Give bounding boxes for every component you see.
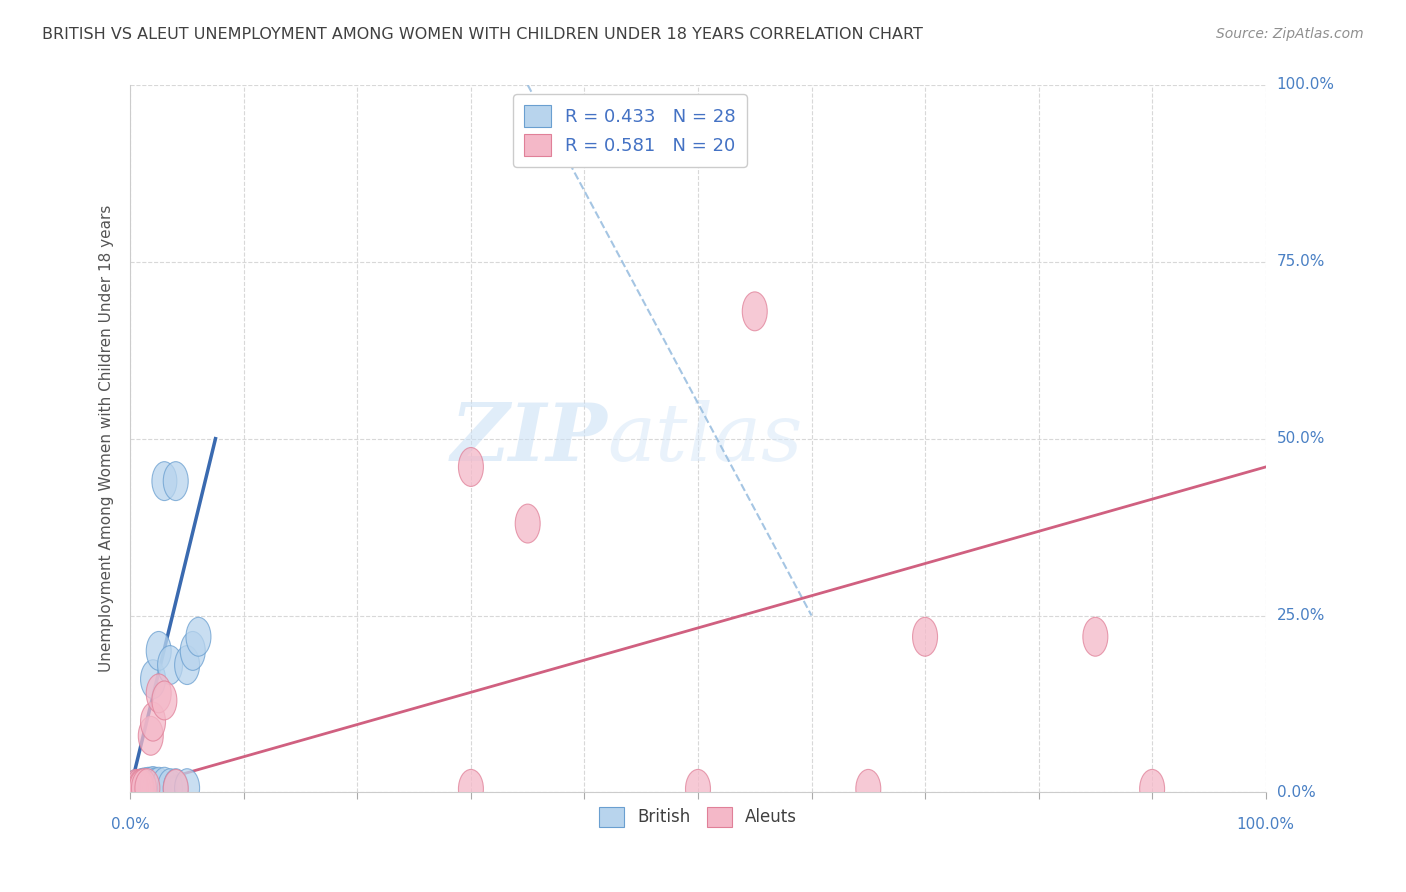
Ellipse shape xyxy=(742,292,768,331)
Ellipse shape xyxy=(146,673,172,713)
Text: 100.0%: 100.0% xyxy=(1237,817,1295,832)
Ellipse shape xyxy=(128,770,153,808)
Ellipse shape xyxy=(135,769,160,807)
Ellipse shape xyxy=(146,767,172,806)
Ellipse shape xyxy=(131,770,155,808)
Ellipse shape xyxy=(686,770,710,808)
Ellipse shape xyxy=(458,770,484,808)
Text: 0.0%: 0.0% xyxy=(1277,785,1316,800)
Ellipse shape xyxy=(138,768,163,807)
Ellipse shape xyxy=(124,770,149,808)
Ellipse shape xyxy=(141,702,166,741)
Ellipse shape xyxy=(146,632,172,671)
Text: 75.0%: 75.0% xyxy=(1277,254,1324,269)
Ellipse shape xyxy=(132,769,156,807)
Ellipse shape xyxy=(141,766,166,805)
Ellipse shape xyxy=(129,769,155,807)
Ellipse shape xyxy=(124,770,149,808)
Ellipse shape xyxy=(139,767,165,806)
Ellipse shape xyxy=(141,660,166,698)
Ellipse shape xyxy=(132,768,156,807)
Ellipse shape xyxy=(515,504,540,543)
Text: atlas: atlas xyxy=(607,400,803,477)
Ellipse shape xyxy=(152,767,177,806)
Ellipse shape xyxy=(163,462,188,500)
Ellipse shape xyxy=(132,769,157,807)
Ellipse shape xyxy=(134,768,159,807)
Text: Source: ZipAtlas.com: Source: ZipAtlas.com xyxy=(1216,27,1364,41)
Ellipse shape xyxy=(180,632,205,671)
Ellipse shape xyxy=(125,770,150,808)
Ellipse shape xyxy=(127,770,152,809)
Legend: British, Aleuts: British, Aleuts xyxy=(592,800,804,834)
Ellipse shape xyxy=(125,770,149,809)
Ellipse shape xyxy=(152,462,177,500)
Ellipse shape xyxy=(143,768,167,807)
Ellipse shape xyxy=(163,769,188,807)
Text: 100.0%: 100.0% xyxy=(1277,78,1334,93)
Ellipse shape xyxy=(163,770,188,808)
Text: ZIP: ZIP xyxy=(450,400,607,477)
Ellipse shape xyxy=(152,681,177,720)
Ellipse shape xyxy=(186,617,211,657)
Ellipse shape xyxy=(128,770,153,808)
Ellipse shape xyxy=(136,767,160,806)
Ellipse shape xyxy=(174,769,200,807)
Text: BRITISH VS ALEUT UNEMPLOYMENT AMONG WOMEN WITH CHILDREN UNDER 18 YEARS CORRELATI: BRITISH VS ALEUT UNEMPLOYMENT AMONG WOME… xyxy=(42,27,924,42)
Ellipse shape xyxy=(1083,617,1108,657)
Ellipse shape xyxy=(1140,770,1164,808)
Ellipse shape xyxy=(135,769,160,807)
Ellipse shape xyxy=(912,617,938,657)
Ellipse shape xyxy=(856,770,880,808)
Ellipse shape xyxy=(157,769,183,807)
Ellipse shape xyxy=(138,716,163,756)
Y-axis label: Unemployment Among Women with Children Under 18 years: Unemployment Among Women with Children U… xyxy=(100,205,114,673)
Text: 50.0%: 50.0% xyxy=(1277,431,1324,446)
Ellipse shape xyxy=(157,646,183,684)
Text: 0.0%: 0.0% xyxy=(111,817,149,832)
Ellipse shape xyxy=(129,770,155,808)
Ellipse shape xyxy=(458,448,484,486)
Text: 25.0%: 25.0% xyxy=(1277,608,1324,623)
Ellipse shape xyxy=(174,646,200,684)
